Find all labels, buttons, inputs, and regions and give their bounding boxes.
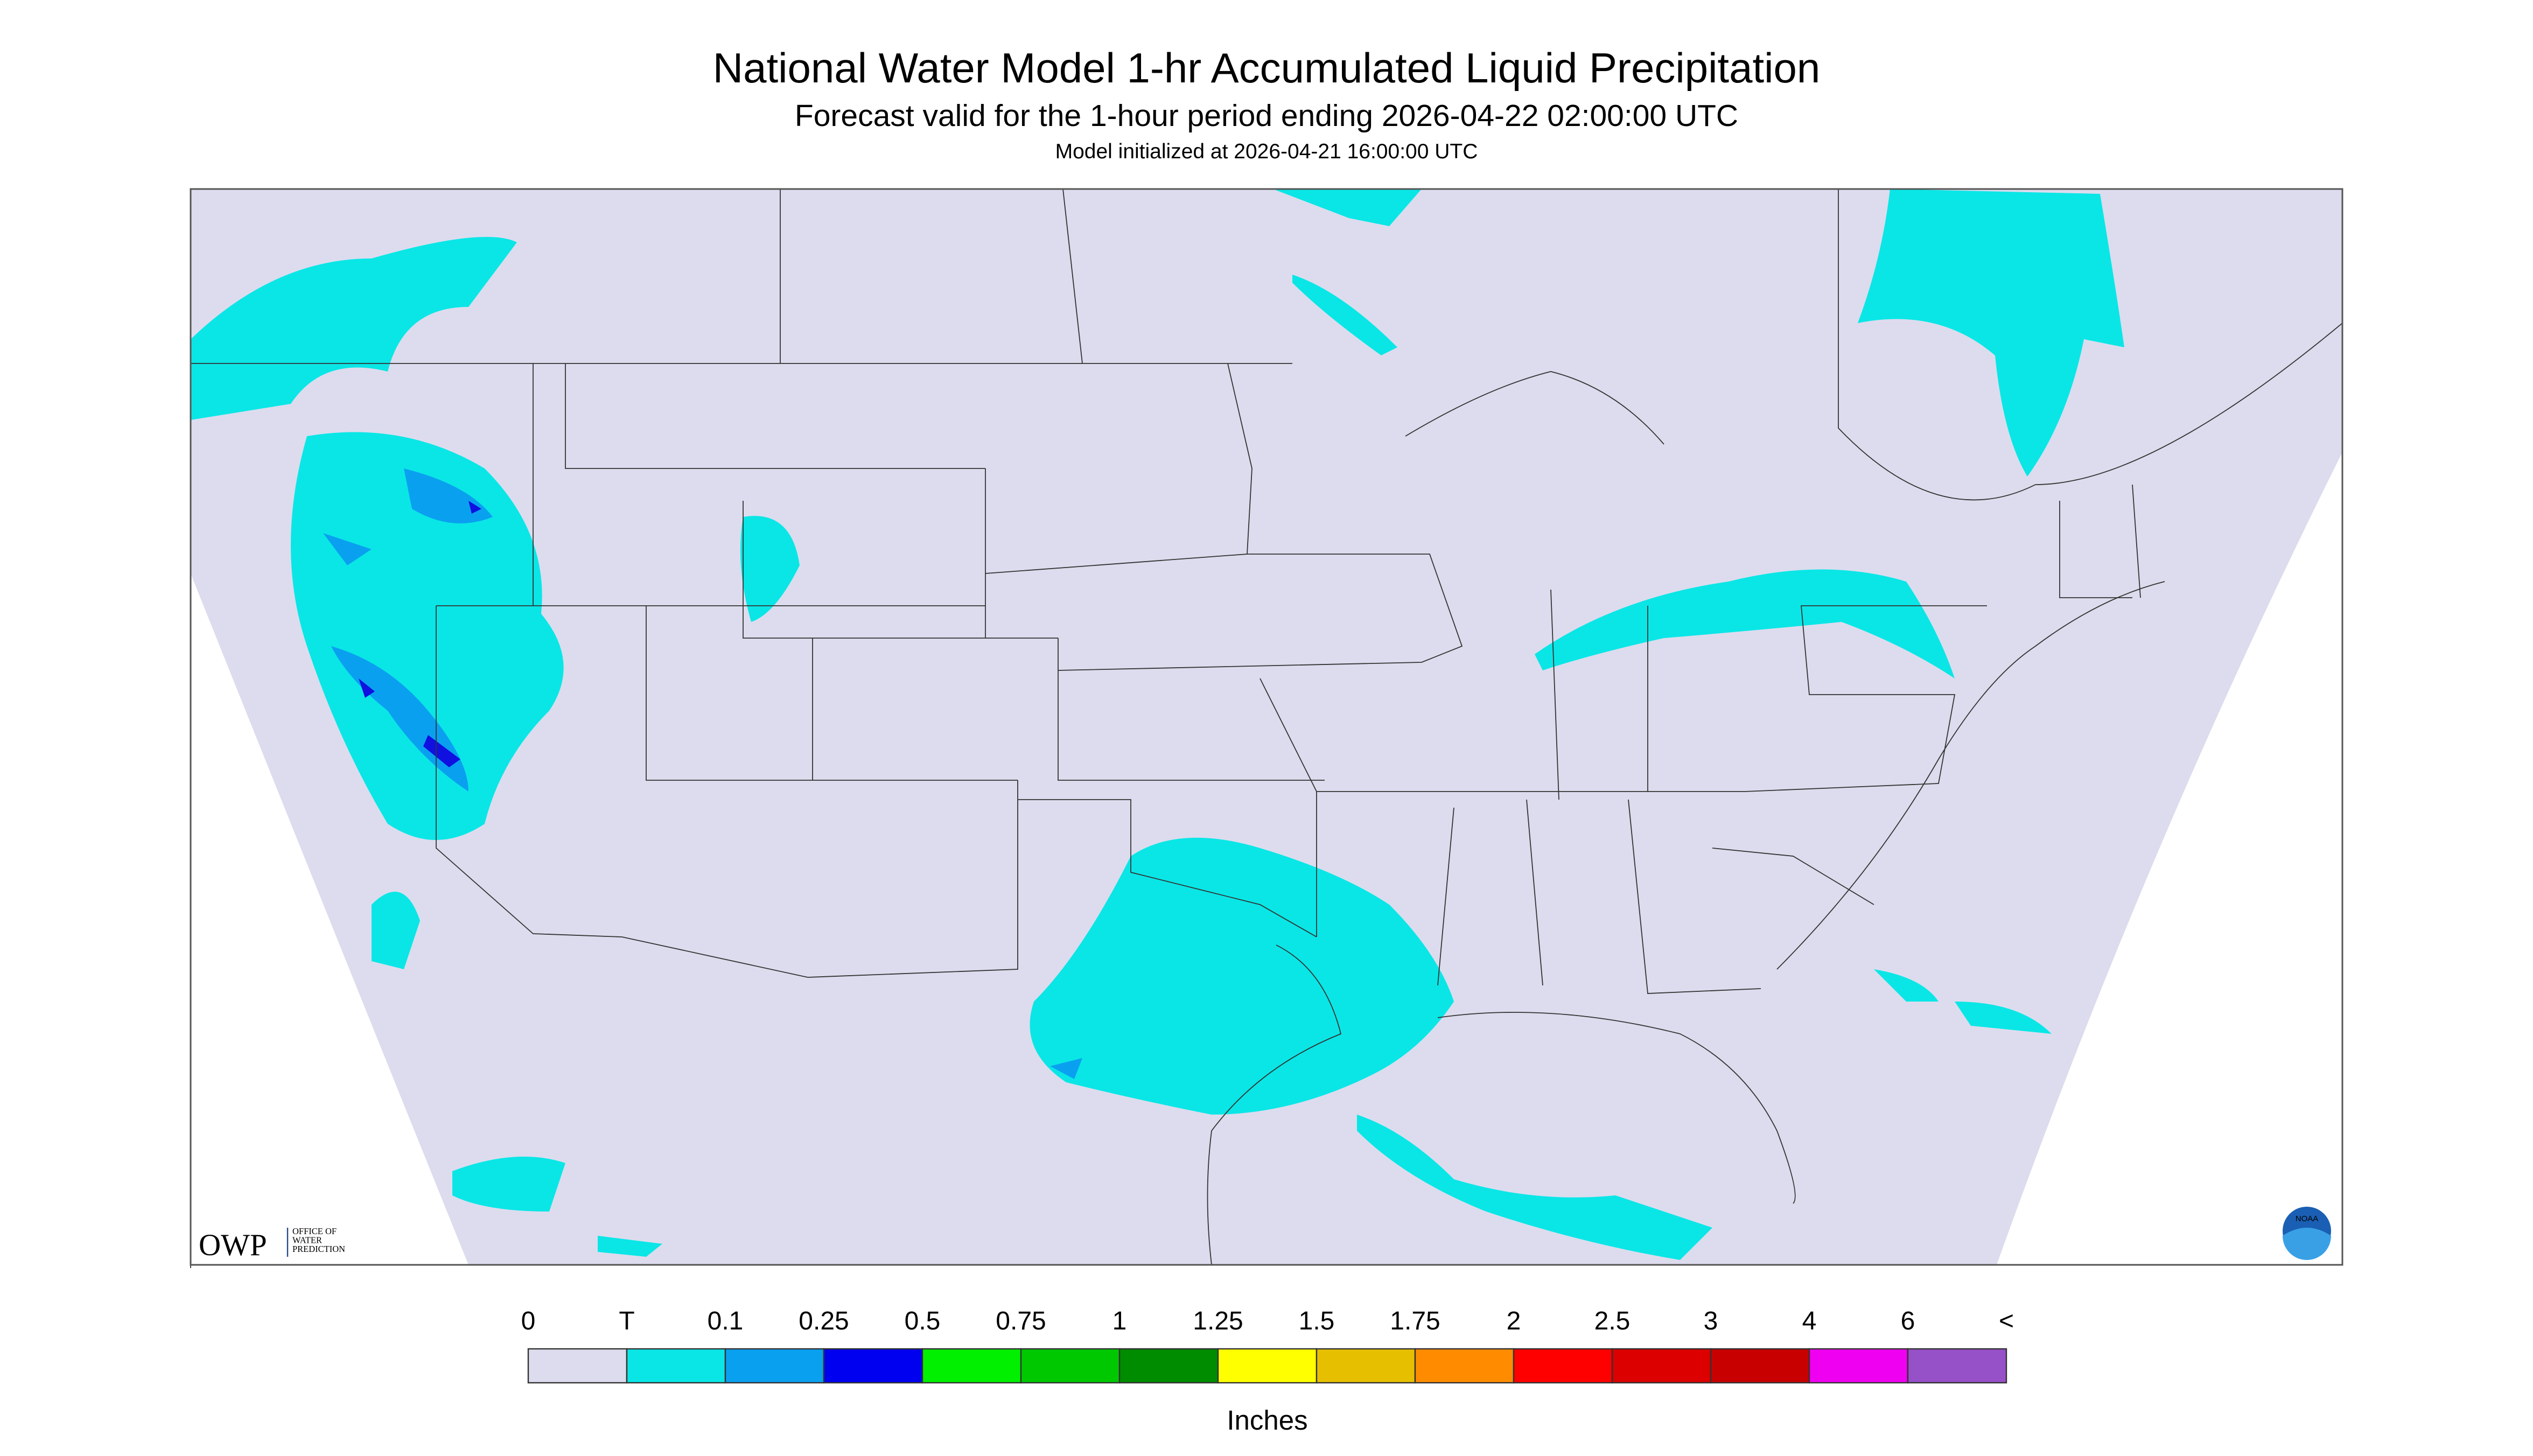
precip-area	[1357, 1115, 1712, 1261]
legend-swatch	[921, 1348, 1022, 1384]
precip-area	[372, 892, 420, 970]
precip-area	[740, 516, 800, 622]
precip-area	[1030, 837, 1454, 1115]
init-time: Model initialized at 2026-04-21 16:00:00…	[1055, 140, 1478, 163]
logo-line: OFFICE OF	[292, 1226, 337, 1236]
legend-label: T	[619, 1307, 634, 1335]
legend-swatch	[1808, 1348, 1909, 1384]
logo-line: WATER	[292, 1235, 322, 1245]
legend-swatch	[1020, 1348, 1121, 1384]
legend-swatch	[1316, 1348, 1416, 1384]
legend-label: 1.75	[1390, 1307, 1440, 1335]
legend: 0 T 0.1 0.25 0.5 0.75 1 1.25 1.5 1.75 2 2.5 3 4 6 < Inch…	[521, 1307, 2014, 1436]
logo-abbr: OWP	[199, 1228, 267, 1262]
legend-swatch	[626, 1348, 726, 1384]
precip-area	[291, 432, 564, 841]
precip-area	[1535, 569, 1955, 679]
legend-swatch	[1513, 1348, 1613, 1384]
legend-swatch	[823, 1348, 923, 1384]
state-lines	[190, 188, 2343, 1269]
precip-area	[452, 1157, 662, 1257]
precip-area	[1858, 189, 2124, 477]
legend-label: 0	[521, 1307, 536, 1335]
legend-label: 0.5	[905, 1307, 941, 1335]
boundaries	[190, 188, 2343, 1269]
legend-label: 0.25	[799, 1307, 849, 1335]
legend-label: 1.25	[1193, 1307, 1243, 1335]
legend-swatch	[1710, 1348, 1810, 1384]
noaa-wave	[2283, 1228, 2331, 1261]
title: National Water Model 1-hr Accumulated Li…	[713, 44, 1821, 92]
legend-label: 3	[1704, 1307, 1718, 1335]
legend-label: <	[1999, 1307, 2014, 1335]
legend-swatch	[724, 1348, 825, 1384]
legend-swatch	[1414, 1348, 1515, 1384]
map-frame	[190, 188, 2343, 1266]
legend-label: 2	[1507, 1307, 1521, 1335]
legend-swatch	[527, 1348, 628, 1384]
legend-swatch	[1907, 1348, 2007, 1384]
logo-line: PREDICTION	[292, 1244, 345, 1254]
legend-label: 0.75	[996, 1307, 1046, 1335]
precip-area	[191, 237, 517, 421]
legend-unit: Inches	[1227, 1405, 1307, 1436]
legend-swatch	[1217, 1348, 1318, 1384]
legend-label: 0.1	[708, 1307, 744, 1335]
legend-label: 6	[1901, 1307, 1915, 1335]
legend-label: 1	[1112, 1307, 1127, 1335]
legend-label: 1.5	[1299, 1307, 1335, 1335]
projection-edge	[191, 573, 468, 1265]
precip-area	[1874, 969, 2052, 1034]
legend-label: 4	[1802, 1307, 1817, 1335]
precip-area	[1292, 275, 1397, 356]
legend-label: 2.5	[1594, 1307, 1631, 1335]
coastline	[1207, 581, 2165, 1265]
noaa-logo: NOAA	[2283, 1207, 2331, 1261]
precipitation	[191, 189, 2124, 1261]
precip-area	[1273, 189, 1422, 227]
projection-edge	[1997, 452, 2342, 1265]
legend-swatch	[1611, 1348, 1712, 1384]
subtitle: Forecast valid for the 1-hour period end…	[795, 99, 1738, 133]
legend-swatch	[1118, 1348, 1219, 1384]
noaa-text: NOAA	[2296, 1214, 2319, 1223]
